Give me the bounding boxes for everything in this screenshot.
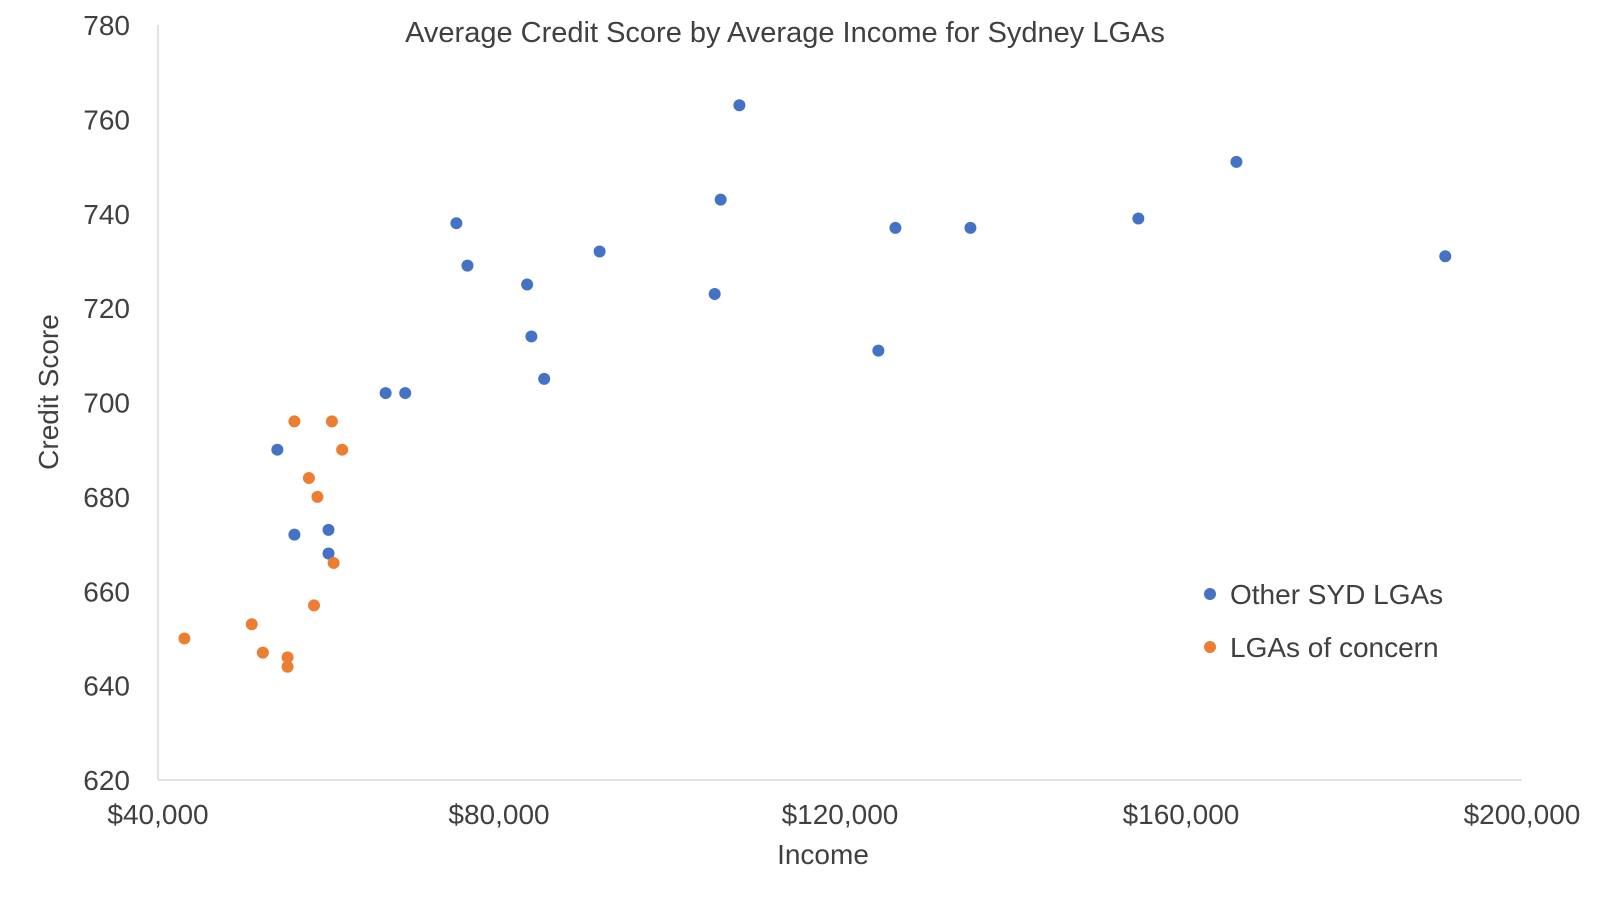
- x-axis-ticks: $40,000 $80,000 $120,000 $160,000 $200,000: [107, 799, 1580, 830]
- data-point: [450, 217, 463, 230]
- data-point: [733, 99, 746, 112]
- data-point: [178, 632, 191, 645]
- data-point: [281, 660, 294, 673]
- data-point: [288, 528, 301, 541]
- data-point: [889, 221, 902, 234]
- data-point: [1439, 250, 1452, 263]
- data-point: [521, 278, 534, 291]
- y-tick-label: 660: [83, 576, 130, 607]
- x-tick-label: $120,000: [782, 799, 899, 830]
- data-point: [964, 221, 977, 234]
- data-point: [872, 344, 885, 357]
- data-point: [322, 523, 335, 536]
- x-tick-label: $40,000: [107, 799, 208, 830]
- data-point: [714, 193, 727, 206]
- y-tick-label: 700: [83, 388, 130, 419]
- data-points: [178, 99, 1452, 673]
- x-tick-label: $80,000: [448, 799, 549, 830]
- y-tick-label: 620: [83, 765, 130, 796]
- data-point: [379, 387, 392, 400]
- x-tick-label: $200,000: [1464, 799, 1581, 830]
- x-tick-label: $160,000: [1123, 799, 1240, 830]
- data-point: [336, 443, 349, 456]
- chart-title: Average Credit Score by Average Income f…: [405, 17, 1165, 49]
- y-tick-label: 640: [83, 671, 130, 702]
- data-point: [308, 599, 321, 612]
- data-point: [256, 646, 269, 659]
- data-point: [327, 556, 340, 569]
- legend-item: LGAs of concern: [1204, 632, 1439, 663]
- legend-marker: [1204, 588, 1216, 600]
- series-1: [178, 415, 349, 673]
- data-point: [271, 443, 284, 456]
- data-point: [302, 472, 315, 484]
- y-tick-label: 680: [83, 482, 130, 513]
- legend-marker: [1204, 641, 1216, 653]
- y-axis-title: Credit Score: [33, 314, 64, 470]
- data-point: [322, 547, 335, 560]
- y-tick-label: 780: [83, 10, 130, 41]
- data-point: [399, 387, 412, 400]
- y-tick-label: 740: [83, 199, 130, 230]
- data-point: [525, 330, 538, 343]
- y-axis-ticks: 620 640 660 680 700 720 740 760 780: [83, 10, 130, 796]
- legend-label: Other SYD LGAs: [1230, 579, 1443, 610]
- data-point: [1132, 212, 1145, 225]
- data-point: [311, 490, 324, 503]
- data-point: [538, 372, 551, 385]
- data-point: [245, 618, 258, 631]
- data-point: [281, 651, 294, 664]
- data-point: [593, 245, 606, 258]
- data-point: [288, 415, 301, 428]
- data-point: [325, 415, 338, 428]
- legend-label: LGAs of concern: [1230, 632, 1439, 663]
- y-tick-label: 760: [83, 104, 130, 135]
- data-point: [1230, 155, 1243, 168]
- data-point: [461, 259, 474, 272]
- series-0: [271, 99, 1452, 560]
- legend-item: Other SYD LGAs: [1204, 579, 1443, 610]
- y-tick-label: 720: [83, 293, 130, 324]
- legend: Other SYD LGAs LGAs of concern: [1204, 579, 1443, 663]
- data-point: [708, 287, 721, 300]
- x-axis-title: Income: [777, 839, 869, 870]
